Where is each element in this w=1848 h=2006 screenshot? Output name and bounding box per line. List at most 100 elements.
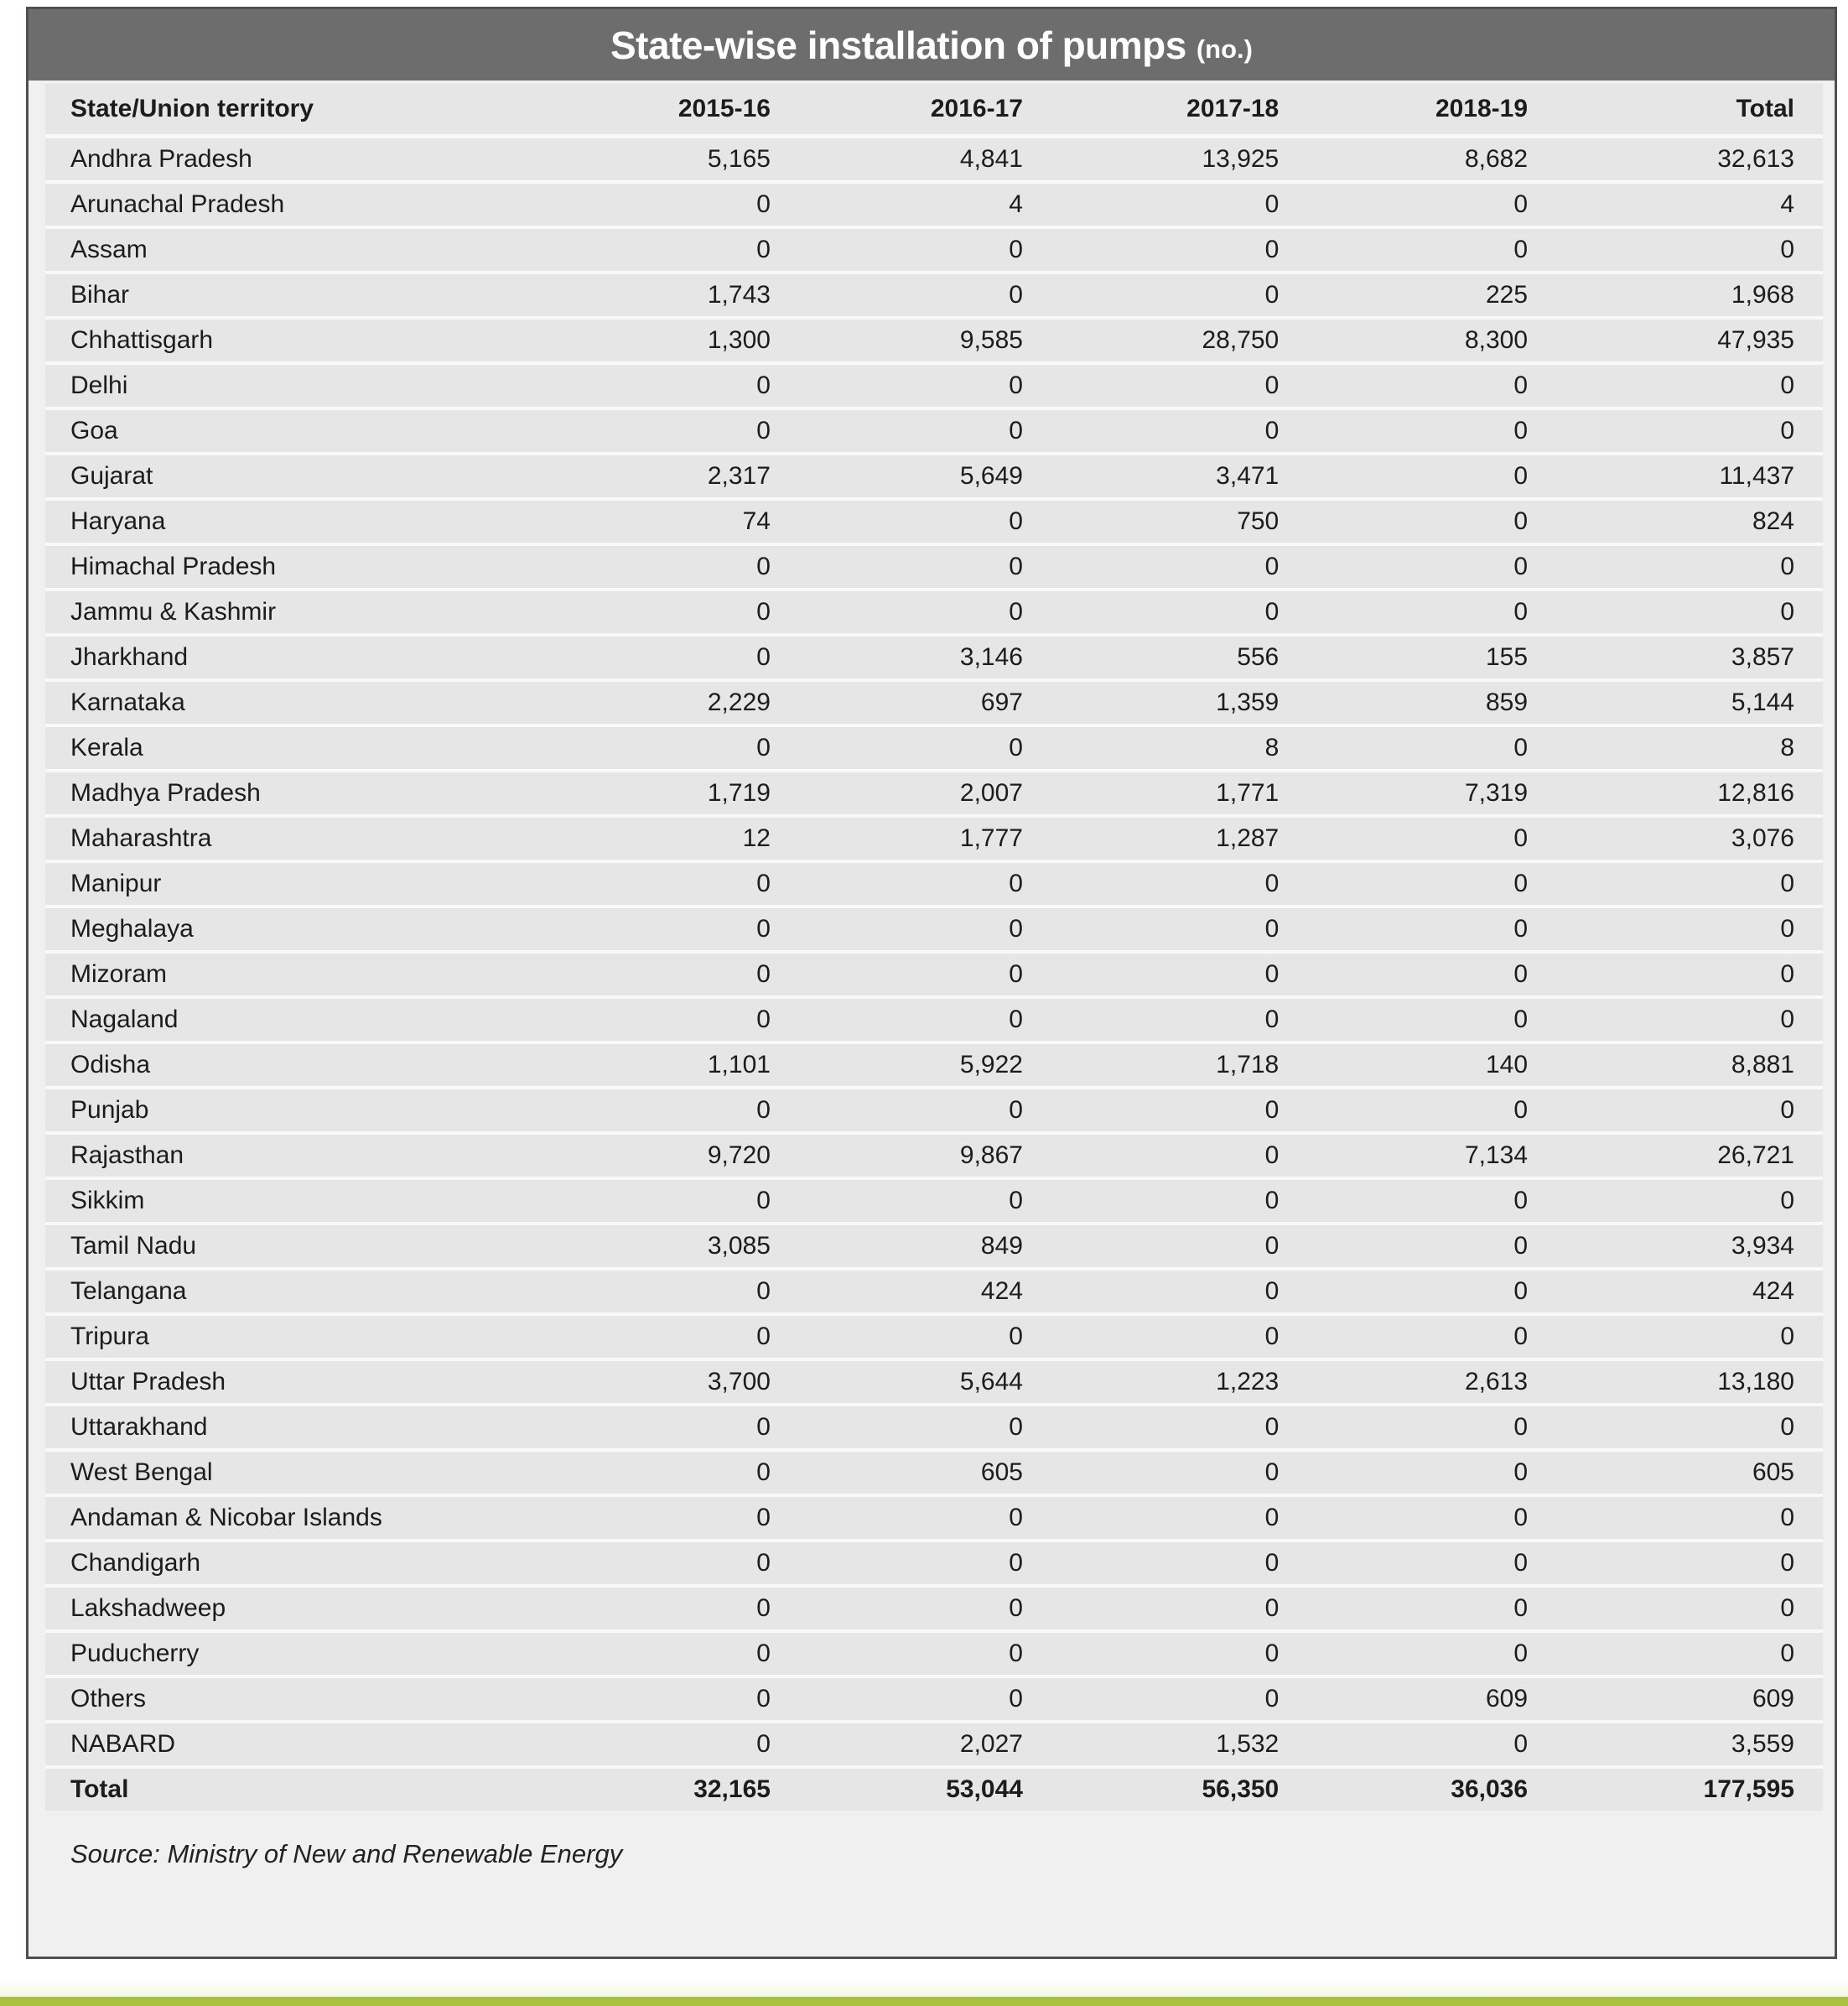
value-cell: 1,968 — [1528, 271, 1823, 318]
value-cell: 1,532 — [1022, 1720, 1280, 1767]
state-cell: Nagaland — [45, 995, 518, 1042]
value-cell: 0 — [1279, 1448, 1529, 1495]
value-cell: 0 — [1022, 407, 1280, 454]
value-cell: 53,044 — [770, 1765, 1023, 1811]
value-cell: 0 — [770, 1177, 1023, 1224]
value-cell: 0 — [1528, 1539, 1823, 1586]
value-cell: 177,595 — [1528, 1765, 1823, 1811]
value-cell: 0 — [1022, 860, 1280, 907]
value-cell: 0 — [770, 905, 1023, 952]
state-cell: NABARD — [45, 1720, 518, 1767]
value-cell: 0 — [1528, 226, 1823, 273]
table-row: Uttarakhand 0 0 0 0 0 — [45, 1403, 1823, 1450]
table-row: Himachal Pradesh 0 0 0 0 0 — [45, 543, 1823, 590]
value-cell: 0 — [517, 361, 771, 408]
state-cell: Tripura — [45, 1312, 518, 1359]
table-row: NABARD 0 2,027 1,532 0 3,559 — [45, 1720, 1823, 1767]
value-cell: 0 — [770, 995, 1023, 1042]
state-cell: Tamil Nadu — [45, 1222, 518, 1269]
table-row: Tripura 0 0 0 0 0 — [45, 1312, 1823, 1359]
state-cell: Rajasthan — [45, 1131, 518, 1178]
value-cell: 0 — [517, 1267, 771, 1314]
value-cell: 0 — [517, 1494, 771, 1541]
value-cell: 0 — [770, 950, 1023, 997]
value-cell: 0 — [1279, 452, 1529, 499]
state-cell: Uttar Pradesh — [45, 1358, 518, 1405]
value-cell: 0 — [770, 860, 1023, 907]
value-cell: 2,007 — [770, 769, 1023, 816]
value-cell: 3,700 — [517, 1358, 771, 1405]
value-cell: 11,437 — [1528, 452, 1823, 499]
value-cell: 9,585 — [770, 316, 1023, 363]
value-cell: 5,165 — [517, 136, 771, 182]
value-cell: 0 — [1279, 1494, 1529, 1541]
state-cell: Kerala — [45, 724, 518, 771]
state-cell: Puducherry — [45, 1629, 518, 1676]
value-cell: 5,144 — [1528, 678, 1823, 725]
value-cell: 0 — [1022, 180, 1280, 227]
value-cell: 0 — [1022, 1448, 1280, 1495]
state-cell: Madhya Pradesh — [45, 769, 518, 816]
value-cell: 0 — [1528, 905, 1823, 952]
value-cell: 0 — [517, 1720, 771, 1767]
value-cell: 0 — [517, 588, 771, 635]
value-cell: 7,319 — [1279, 769, 1529, 816]
table-row: Telangana 0 424 0 0 424 — [45, 1267, 1823, 1314]
value-cell: 0 — [1279, 1267, 1529, 1314]
value-cell: 0 — [1528, 1177, 1823, 1224]
source-note: Source: Ministry of New and Renewable En… — [70, 1839, 623, 1868]
state-cell: Andaman & Nicobar Islands — [45, 1494, 518, 1541]
value-cell: 1,287 — [1022, 814, 1280, 861]
value-cell: 0 — [770, 1494, 1023, 1541]
value-cell: 0 — [517, 1675, 771, 1722]
value-cell: 0 — [517, 407, 771, 454]
value-cell: 28,750 — [1022, 316, 1280, 363]
value-cell: 0 — [1279, 361, 1529, 408]
value-cell: 4 — [770, 180, 1023, 227]
value-cell: 0 — [517, 1403, 771, 1450]
value-cell: 0 — [1279, 1177, 1529, 1224]
state-cell: Meghalaya — [45, 905, 518, 952]
value-cell: 0 — [517, 1584, 771, 1631]
value-cell: 0 — [770, 724, 1023, 771]
value-cell: 859 — [1279, 678, 1529, 725]
value-cell: 0 — [517, 860, 771, 907]
value-cell: 1,771 — [1022, 769, 1280, 816]
value-cell: 0 — [1279, 588, 1529, 635]
pumps-table-wrap: State/Union territory 2015-16 2016-17 20… — [45, 84, 1823, 1811]
table-row: Manipur 0 0 0 0 0 — [45, 860, 1823, 907]
table-row: Delhi 0 0 0 0 0 — [45, 361, 1823, 408]
value-cell: 0 — [770, 1539, 1023, 1586]
value-cell: 12 — [517, 814, 771, 861]
value-cell: 5,922 — [770, 1041, 1023, 1088]
table-row: Kerala 0 0 8 0 8 — [45, 724, 1823, 771]
table-row: Puducherry 0 0 0 0 0 — [45, 1629, 1823, 1676]
value-cell: 4,841 — [770, 136, 1023, 182]
value-cell: 0 — [1022, 1584, 1280, 1631]
value-cell: 8 — [1022, 724, 1280, 771]
state-cell: Sikkim — [45, 1177, 518, 1224]
value-cell: 5,644 — [770, 1358, 1023, 1405]
value-cell: 0 — [1279, 1584, 1529, 1631]
value-cell: 0 — [770, 1675, 1023, 1722]
state-cell: Others — [45, 1675, 518, 1722]
value-cell: 0 — [517, 180, 771, 227]
value-cell: 13,180 — [1528, 1358, 1823, 1405]
value-cell: 824 — [1528, 497, 1823, 544]
state-cell: Himachal Pradesh — [45, 543, 518, 590]
value-cell: 0 — [770, 226, 1023, 273]
value-cell: 0 — [770, 1312, 1023, 1359]
value-cell: 0 — [770, 1584, 1023, 1631]
state-cell: Manipur — [45, 860, 518, 907]
value-cell: 424 — [1528, 1267, 1823, 1314]
column-header-2017-18: 2017-18 — [1022, 84, 1280, 138]
value-cell: 0 — [1022, 588, 1280, 635]
value-cell: 3,076 — [1528, 814, 1823, 861]
value-cell: 0 — [517, 1312, 771, 1359]
state-cell: Lakshadweep — [45, 1584, 518, 1631]
value-cell: 13,925 — [1022, 136, 1280, 182]
value-cell: 0 — [1022, 1222, 1280, 1269]
value-cell: 0 — [1528, 1312, 1823, 1359]
value-cell: 0 — [1528, 1584, 1823, 1631]
value-cell: 0 — [1022, 1177, 1280, 1224]
